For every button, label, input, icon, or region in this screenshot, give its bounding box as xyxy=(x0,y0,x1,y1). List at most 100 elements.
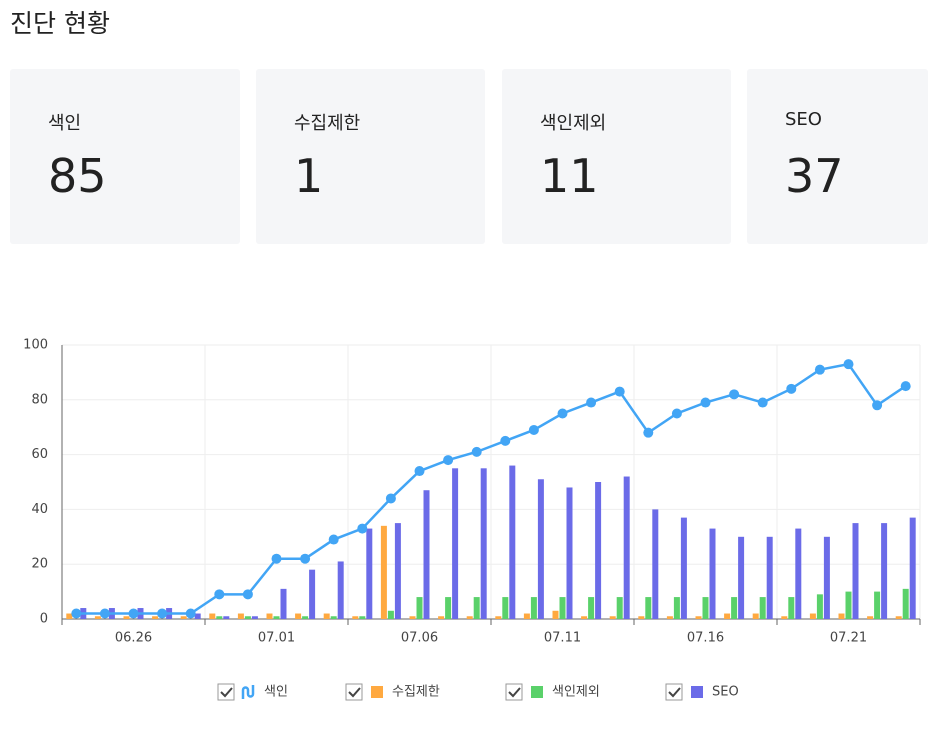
bar xyxy=(530,597,537,619)
bar xyxy=(438,616,445,619)
point xyxy=(271,553,282,564)
point xyxy=(300,553,311,564)
point xyxy=(843,359,854,370)
point xyxy=(586,397,597,408)
bar xyxy=(94,616,101,619)
bar xyxy=(731,597,738,619)
legend-checkbox xyxy=(505,683,523,701)
bar xyxy=(380,525,387,619)
bar xyxy=(352,616,359,619)
bar xyxy=(359,616,366,619)
point xyxy=(729,389,740,400)
point xyxy=(643,427,654,438)
stat-card: SEO 37 xyxy=(747,69,928,244)
legend-check xyxy=(348,687,361,698)
point xyxy=(128,608,139,619)
stat-card: 수집제한 1 xyxy=(256,69,485,244)
legend-check xyxy=(668,687,681,698)
bar xyxy=(309,569,316,619)
bar xyxy=(559,597,566,619)
card-label: 색인제외 xyxy=(540,113,607,134)
y-tick-label: 80 xyxy=(31,392,48,407)
point xyxy=(900,381,911,392)
card-value: 1 xyxy=(294,149,324,203)
card-label: SEO xyxy=(785,109,822,130)
x-tick-label: 07.06 xyxy=(401,631,438,646)
point xyxy=(757,397,768,408)
legend-item[interactable]: 색인제외 xyxy=(505,683,600,701)
bar xyxy=(466,616,473,619)
bar xyxy=(523,613,530,619)
bar xyxy=(666,616,673,619)
bar xyxy=(537,479,544,619)
chart: 0 20 40 60 80 100 06.26 07.01 07.06 07.11 07.16 07.… xyxy=(23,338,921,701)
stat-card: 색인제외 11 xyxy=(502,69,731,244)
bar xyxy=(752,613,759,619)
bar xyxy=(323,613,330,619)
bar xyxy=(123,616,130,619)
bar xyxy=(709,528,716,619)
point xyxy=(443,455,454,466)
bar xyxy=(838,613,845,619)
bar xyxy=(581,616,588,619)
bar xyxy=(695,616,702,619)
point xyxy=(500,435,511,446)
bar xyxy=(845,591,852,619)
bar xyxy=(330,616,337,619)
bar xyxy=(909,517,916,619)
point xyxy=(786,383,797,394)
legend-icon xyxy=(371,686,383,698)
bar xyxy=(445,597,452,619)
bar xyxy=(366,528,373,619)
bar xyxy=(180,616,187,619)
bar xyxy=(759,597,766,619)
x-tick-label: 07.16 xyxy=(687,631,724,646)
x-tick-label: 06.26 xyxy=(115,631,152,646)
legend-item[interactable]: 색인 xyxy=(217,683,288,701)
point xyxy=(700,397,711,408)
card-value: 85 xyxy=(48,149,107,203)
legend-checkbox xyxy=(345,683,363,701)
bar xyxy=(638,616,645,619)
bar xyxy=(409,616,416,619)
point xyxy=(328,534,339,545)
bar xyxy=(273,616,280,619)
bar xyxy=(223,616,230,619)
bar xyxy=(809,613,816,619)
y-tick-label: 100 xyxy=(23,338,48,353)
point xyxy=(557,408,568,419)
card-value: 11 xyxy=(540,149,599,203)
bar xyxy=(280,588,287,619)
legend-item[interactable]: SEO xyxy=(665,683,739,701)
x-tick-label: 07.01 xyxy=(258,631,295,646)
bar xyxy=(237,613,244,619)
bar xyxy=(874,591,881,619)
card-value: 37 xyxy=(785,149,844,203)
legend-label: 색인 xyxy=(264,685,288,700)
card-label: 수집제한 xyxy=(294,113,361,134)
bar xyxy=(266,613,273,619)
point xyxy=(671,408,682,419)
bar xyxy=(480,468,487,619)
bar xyxy=(216,616,223,619)
bar xyxy=(781,616,788,619)
bar xyxy=(416,597,423,619)
bar xyxy=(795,528,802,619)
legend-item[interactable]: 수집제한 xyxy=(345,683,440,701)
y-tick-label: 40 xyxy=(31,502,48,517)
bar xyxy=(595,482,602,619)
bar xyxy=(495,616,502,619)
bar xyxy=(867,616,874,619)
point xyxy=(872,400,883,411)
point xyxy=(99,608,110,619)
legend-check xyxy=(220,687,233,698)
legend-label: SEO xyxy=(712,685,739,700)
bar xyxy=(724,613,731,619)
point xyxy=(528,424,539,435)
bar xyxy=(788,597,795,619)
bar xyxy=(566,487,573,619)
bar xyxy=(645,597,652,619)
legend-icon xyxy=(531,686,543,698)
legend-icon xyxy=(241,685,255,699)
